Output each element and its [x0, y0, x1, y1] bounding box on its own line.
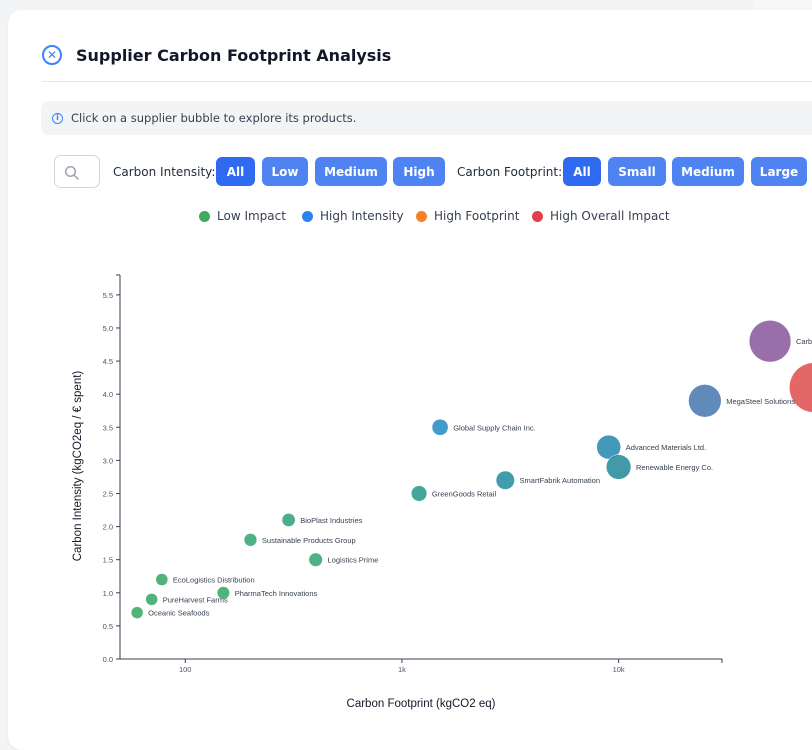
bubble-label: CarbonZero Manufacturing — [796, 337, 812, 346]
bubble-label: Sustainable Products Group — [262, 536, 356, 545]
x-tick-label: 1k — [398, 665, 406, 674]
carbon-intensity-label: Carbon Intensity: — [113, 165, 216, 179]
supplier-bubble[interactable] — [130, 606, 144, 619]
legend-dot — [199, 210, 210, 222]
header: ✕ Supplier Carbon Footprint Analysis — [42, 43, 391, 67]
y-tick-label: 1.5 — [103, 556, 113, 565]
x-tick-label: 100 — [179, 665, 192, 674]
bubble-label: MegaSteel Solutions — [726, 397, 795, 406]
y-tick-label: 1.0 — [103, 589, 113, 598]
y-tick-label: 2.0 — [103, 523, 113, 532]
y-tick-label: 4.5 — [103, 357, 113, 366]
supplier-bubble[interactable] — [308, 552, 323, 567]
bubble-label: Logistics Prime — [328, 556, 379, 565]
y-tick-label: 5.0 — [103, 324, 113, 333]
search-input[interactable] — [54, 155, 100, 188]
bubble-label: SmartFabrik Automation — [520, 476, 600, 485]
intensity-high-button[interactable]: High — [393, 157, 445, 186]
y-tick-label: 0.0 — [103, 655, 113, 664]
supplier-bubble[interactable] — [243, 533, 258, 547]
search-icon — [64, 165, 79, 180]
footprint-medium-button[interactable]: Medium — [672, 157, 744, 186]
legend-item-low-impact[interactable]: Low Impact — [199, 209, 286, 223]
intensity-low-button[interactable]: Low — [262, 157, 308, 186]
legend-label: High Intensity — [320, 209, 404, 223]
carbon-footprint-label: Carbon Footprint: — [457, 165, 563, 179]
y-tick-label: 5.5 — [103, 291, 113, 300]
supplier-bubble[interactable] — [155, 573, 169, 586]
chart-bubbles — [130, 320, 812, 619]
footprint-large-button[interactable]: Large — [751, 157, 807, 186]
supplier-bubble[interactable] — [596, 434, 621, 460]
bubble-label: GreenGoods Retail — [432, 489, 497, 498]
y-tick-label: 3.0 — [103, 456, 113, 465]
bubble-label: Global Supply Chain Inc. — [453, 423, 536, 432]
supplier-bubble[interactable] — [281, 513, 296, 527]
bubble-label: EcoLogistics Distribution — [173, 576, 255, 585]
chart-bubble-labels: Oceanic Seafoods PureHarvest Farms EcoLogi… — [148, 337, 812, 617]
y-tick-label: 0.5 — [103, 622, 113, 631]
legend-label: High Overall Impact — [550, 209, 670, 223]
supplier-bubble[interactable] — [410, 485, 428, 502]
close-circle-icon[interactable]: ✕ — [42, 45, 62, 65]
info-text: Click on a supplier bubble to explore it… — [71, 111, 357, 125]
bubble-chart: 0.0 0.5 1.0 1.5 2.0 2.5 3.0 3.5 4.0 4.5 5.0 5.5 100 1… — [72, 274, 812, 710]
y-tick-label: 4.0 — [103, 390, 113, 399]
footprint-all-button[interactable]: All — [563, 157, 601, 186]
supplier-bubble[interactable] — [145, 593, 158, 606]
bubble-label: PharmaTech Innovations — [235, 589, 318, 598]
legend-label: Low Impact — [217, 209, 286, 223]
y-tick-label: 3.5 — [103, 423, 113, 432]
footprint-small-button[interactable]: Small — [608, 157, 666, 186]
y-tick-label: 2.5 — [103, 489, 113, 498]
header-divider — [42, 81, 812, 82]
x-axis-title: Carbon Footprint (kgCO2 eq) — [347, 698, 496, 710]
info-icon: i — [52, 112, 63, 124]
legend-item-high-intensity[interactable]: High Intensity — [302, 209, 404, 223]
supplier-bubble[interactable] — [431, 418, 449, 436]
info-banner: i Click on a supplier bubble to explore … — [41, 101, 812, 135]
bubble-label: Advanced Materials Ltd. — [626, 443, 706, 452]
supplier-bubble[interactable] — [688, 384, 722, 418]
supplier-bubble[interactable] — [789, 362, 812, 413]
y-axis-title: Carbon Intensity (kgCO2eq / € spent) — [72, 371, 84, 562]
bubble-label: BioPlast Industries — [300, 516, 362, 525]
x-tick-label: 10k — [613, 665, 625, 674]
bubble-label: Oceanic Seafoods — [148, 609, 210, 618]
intensity-medium-button[interactable]: Medium — [315, 157, 387, 186]
legend-dot — [532, 210, 543, 222]
intensity-all-button[interactable]: All — [216, 157, 255, 186]
supplier-bubble[interactable] — [216, 586, 230, 600]
chart-axes: 0.0 0.5 1.0 1.5 2.0 2.5 3.0 3.5 4.0 4.5 5.0 5.5 100 1… — [103, 274, 723, 674]
legend-item-high-overall-impact[interactable]: High Overall Impact — [532, 209, 670, 223]
supplier-bubble[interactable] — [495, 470, 515, 490]
page-title: Supplier Carbon Footprint Analysis — [76, 45, 392, 65]
supplier-bubble[interactable] — [605, 454, 632, 480]
legend-dot — [416, 210, 427, 222]
legend-label: High Footprint — [434, 209, 520, 223]
supplier-bubble[interactable] — [748, 320, 792, 363]
bubble-label: Renewable Energy Co. — [636, 463, 713, 472]
bubble-label: PureHarvest Farms — [163, 595, 228, 604]
legend-item-high-footprint[interactable]: High Footprint — [416, 209, 519, 223]
legend-dot — [302, 210, 313, 222]
